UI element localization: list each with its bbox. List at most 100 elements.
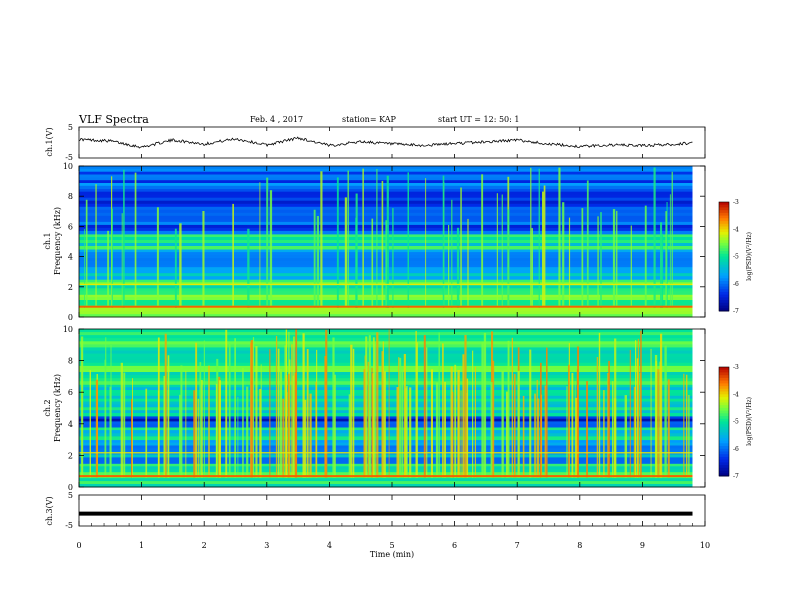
ch2-colorbar: -3 -4 -5 -6 -7 log(PSD)(V²/Hz) xyxy=(718,364,753,480)
ytick-label: 6 xyxy=(68,222,73,231)
ytick-label: 4 xyxy=(68,253,73,262)
spectrogram-streak xyxy=(660,222,663,308)
spectrogram-streak xyxy=(529,349,532,478)
spectrogram-band-6 xyxy=(79,191,693,196)
spectrogram-streak xyxy=(597,216,599,308)
spectrogram-streak xyxy=(633,386,636,478)
spectrogram-streak xyxy=(536,380,538,478)
spectrogram-streak xyxy=(120,362,123,478)
ch2-spectrogram-ylabel-freq: Frequency (kHz) xyxy=(53,374,62,442)
spectrogram-streak xyxy=(332,337,335,478)
spectrogram-streak xyxy=(364,355,366,478)
colorbar-step xyxy=(719,470,729,474)
colorbar-step xyxy=(719,424,729,428)
spectrogram-streak xyxy=(426,347,428,478)
xtick-label: 6 xyxy=(452,541,457,550)
colorbar-step xyxy=(719,229,729,233)
spectrogram-streak xyxy=(285,329,288,478)
spectrogram-streak xyxy=(612,209,616,308)
spectrogram-streak xyxy=(653,167,656,308)
ytick-label: 0 xyxy=(68,313,73,322)
colorbar-step xyxy=(719,221,729,225)
spectrogram-streak xyxy=(448,225,450,308)
spectrogram-streak xyxy=(302,333,305,478)
ch3-ytick-top: 5 xyxy=(68,491,73,500)
spectrogram-streak xyxy=(608,360,610,478)
spectrogram-streak xyxy=(89,370,91,478)
spectrogram-streak xyxy=(496,193,498,308)
spectrogram-streak xyxy=(540,394,543,478)
spectrogram-band-0 xyxy=(79,481,693,485)
spectrogram-streak xyxy=(104,359,106,478)
spectrogram-streak xyxy=(216,358,219,478)
spectrogram-streak xyxy=(467,218,469,308)
colorbar-step xyxy=(719,473,729,477)
ch1-waveform-panel: 5 -5 ch.1(V) xyxy=(45,123,706,162)
spectrogram-streak xyxy=(252,337,255,478)
colorbar-step xyxy=(719,202,729,206)
spectrogram-band-6 xyxy=(79,200,693,205)
spectrogram-streak xyxy=(636,358,639,478)
colorbar-step xyxy=(719,416,729,420)
ch2-spectrogram-yticks: 0 2 4 6 8 10 xyxy=(63,325,705,492)
spectrogram-streak xyxy=(385,220,387,308)
colorbar-step xyxy=(719,245,729,249)
spectrogram-streak xyxy=(232,203,234,308)
spectrogram-streak xyxy=(260,364,262,478)
spectrogram-streak xyxy=(544,385,546,478)
colorbar-tick-label: -7 xyxy=(733,473,739,480)
spectrogram-streak xyxy=(614,338,617,478)
colorbar-step xyxy=(719,456,729,461)
colorbar-tick-label: -5 xyxy=(733,254,739,261)
spectrogram-streak xyxy=(450,366,453,478)
spectrogram-streak xyxy=(530,167,532,308)
colorbar-step xyxy=(719,300,729,304)
colorbar-frame xyxy=(718,201,730,312)
colorbar-step xyxy=(719,294,729,298)
spectrogram-streak xyxy=(132,378,133,478)
colorbar-step xyxy=(719,386,729,390)
spectrogram-streak xyxy=(228,343,231,478)
colorbar-step xyxy=(719,399,729,403)
spectrogram-carrier-line xyxy=(79,305,693,308)
spectrogram-band-6 xyxy=(79,215,693,220)
spectrogram-streak xyxy=(369,349,371,478)
spectrogram-streak xyxy=(313,209,316,308)
spectrogram-streak xyxy=(334,374,336,478)
colorbar-step xyxy=(719,267,729,271)
colorbar-tick-label: -6 xyxy=(733,281,739,288)
ytick-label: 0 xyxy=(68,483,73,492)
spectrogram-band-7 xyxy=(79,166,693,170)
spectrogram-streak xyxy=(571,372,574,478)
spectrogram-streak xyxy=(365,336,368,478)
spectrogram-streak xyxy=(511,337,513,478)
spectrogram-streak xyxy=(384,371,386,478)
spectrogram-carrier-line xyxy=(79,452,693,454)
ch1-colorbar: -3 -4 -5 -6 -7 log(PSD)(V²/Hz) xyxy=(718,199,753,315)
spectrogram-streak xyxy=(164,333,167,478)
spectrogram-streak xyxy=(534,393,536,478)
spectrogram-band-5 xyxy=(79,362,693,367)
spectrogram-streak xyxy=(662,233,664,308)
spectrogram-streak xyxy=(388,329,390,478)
spectrogram-streak xyxy=(371,367,373,478)
spectrogram-streak xyxy=(442,343,444,478)
spectrogram-streak xyxy=(197,398,199,478)
spectrogram-streak xyxy=(199,362,202,478)
spectrogram-band-6 xyxy=(79,206,693,211)
spectrogram-streak xyxy=(664,345,667,478)
colorbar-step xyxy=(719,204,729,208)
spectrogram-streak xyxy=(542,191,544,308)
colorbar-step xyxy=(719,270,729,274)
spectrogram-streak xyxy=(269,349,271,478)
spectrogram-streak xyxy=(507,209,510,308)
spectrogram-streak xyxy=(84,229,85,308)
spectrogram-streak xyxy=(537,398,540,478)
spectrogram-streak xyxy=(598,332,601,478)
spectrogram-streak xyxy=(131,399,133,478)
xtick-label: 3 xyxy=(264,541,269,550)
colorbar-tick-label: -4 xyxy=(733,226,739,233)
spectrogram-streak xyxy=(289,359,291,478)
colorbar-step xyxy=(719,367,729,371)
spectrogram-streak xyxy=(457,370,460,478)
